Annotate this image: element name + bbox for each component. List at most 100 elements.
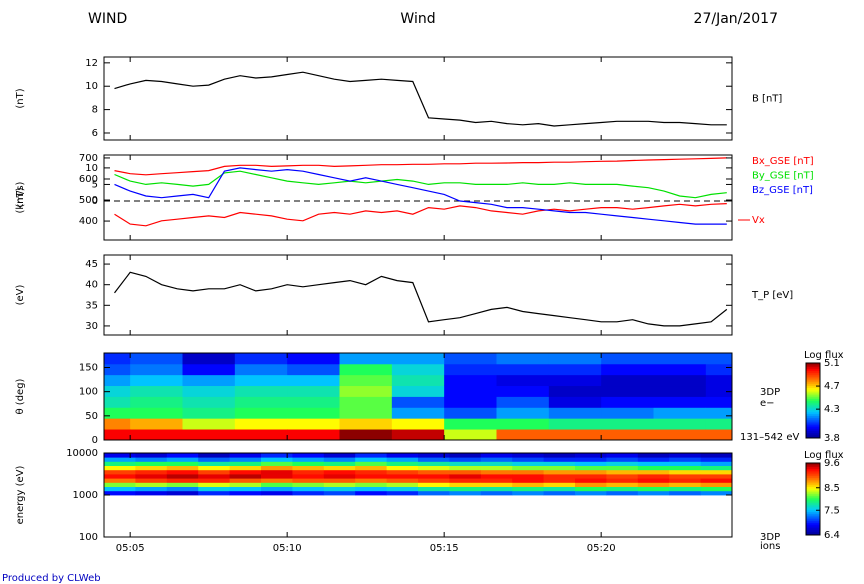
heatmap-cell xyxy=(480,490,513,496)
heatmap-cell xyxy=(575,486,607,492)
heatmap-cell xyxy=(543,457,576,462)
heatmap-cell xyxy=(130,396,183,408)
heatmap-cell xyxy=(700,482,733,487)
heatmap-cell xyxy=(339,353,393,365)
heatmap-cell xyxy=(700,478,733,483)
y-tick-label: 30 xyxy=(85,321,98,332)
panel-label: ions xyxy=(760,541,780,552)
heatmap-cell xyxy=(198,453,230,458)
heatmap-cell xyxy=(229,457,262,462)
heatmap-cell xyxy=(418,453,450,458)
heatmap-cell xyxy=(700,453,733,458)
heatmap-cell xyxy=(653,353,707,365)
y-tick-label: 6 xyxy=(92,128,98,139)
colorbar-tick-label: 4.3 xyxy=(824,404,840,415)
y-tick-label: 0 xyxy=(92,196,98,207)
heatmap-cell xyxy=(130,353,183,365)
header-right: 27/Jan/2017 xyxy=(694,11,778,27)
colorbar-band xyxy=(806,366,820,370)
heatmap-cell xyxy=(637,457,670,462)
heatmap-cell xyxy=(135,482,168,487)
heatmap-cell xyxy=(496,396,550,408)
series-line xyxy=(114,167,727,225)
series-line xyxy=(114,271,728,327)
heatmap-cell xyxy=(601,407,654,419)
heatmap-cell xyxy=(104,396,131,408)
heatmap-cell xyxy=(543,453,576,458)
heatmap-cell xyxy=(548,374,602,387)
colorbar-tick-label: 6.4 xyxy=(824,530,840,541)
heatmap-cell xyxy=(653,363,707,376)
heatmap-cell xyxy=(130,363,183,376)
heatmap-cell xyxy=(512,474,544,479)
colorbar-band xyxy=(806,497,820,500)
y-tick-label: 5 xyxy=(92,179,98,190)
colorbar-tick-label: 7.5 xyxy=(824,505,840,516)
series-line xyxy=(114,71,727,127)
heatmap-cell xyxy=(418,486,450,492)
colorbar-band xyxy=(806,486,820,489)
heatmap-cell xyxy=(653,418,707,430)
heatmap-cell xyxy=(261,465,293,471)
heatmap-cell xyxy=(606,453,639,458)
heatmap-cell xyxy=(480,474,513,479)
colorbar-band xyxy=(806,472,820,475)
heatmap-cell xyxy=(229,490,262,496)
heatmap-cell xyxy=(606,461,639,466)
heatmap-cell xyxy=(323,474,356,479)
heatmap-cell xyxy=(543,486,576,492)
colorbar-band xyxy=(806,370,820,373)
colorbar-band xyxy=(806,508,820,511)
heatmap-cell xyxy=(637,474,670,479)
y-axis-label: energy (eV) xyxy=(15,465,26,524)
heatmap-cell xyxy=(104,418,131,430)
heatmap-cell xyxy=(444,374,497,387)
heatmap-cell xyxy=(444,363,497,376)
heatmap-cell xyxy=(391,385,445,397)
heatmap-cell xyxy=(182,396,236,408)
heatmap-cell xyxy=(166,457,199,462)
heatmap-cell xyxy=(637,453,670,458)
colorbar-band xyxy=(806,413,820,416)
heatmap-cell xyxy=(512,453,544,458)
heatmap-cell xyxy=(449,461,482,466)
y-tick-label: 600 xyxy=(79,174,98,185)
heatmap-cell xyxy=(512,486,544,492)
y-tick-label: 500 xyxy=(79,195,98,206)
heatmap-cell xyxy=(104,374,131,387)
heatmap-cell xyxy=(653,374,707,387)
heatmap-cell xyxy=(606,478,639,483)
colorbar-title: Log flux xyxy=(804,350,844,361)
heatmap-cell xyxy=(261,478,293,483)
colorbar-band xyxy=(806,533,820,536)
heatmap-cell xyxy=(386,482,419,487)
y-tick-label: 1000 xyxy=(73,490,98,501)
heatmap-cell xyxy=(198,465,230,471)
heatmap-cell xyxy=(543,490,576,496)
heatmap-cell xyxy=(449,453,482,458)
colorbar-band xyxy=(806,527,820,531)
heatmap-cell xyxy=(261,486,293,492)
colorbar-tick-label: 9.6 xyxy=(824,458,840,469)
colorbar-band xyxy=(806,517,820,520)
colorbar-band xyxy=(806,468,820,471)
heatmap-cell xyxy=(323,482,356,487)
heatmap-cell xyxy=(135,461,168,466)
heatmap-cell xyxy=(653,429,707,441)
heatmap-cell xyxy=(705,418,733,430)
heatmap-cell xyxy=(700,461,733,466)
colorbar-band xyxy=(806,379,820,383)
heatmap-cell xyxy=(339,418,393,430)
heatmap-cell xyxy=(104,482,136,487)
colorbar-band xyxy=(806,432,820,435)
panel-frame xyxy=(103,56,733,141)
heatmap-cell xyxy=(287,396,340,408)
heatmap-cell xyxy=(182,407,236,419)
heatmap-cell xyxy=(104,407,131,419)
heatmap-cell xyxy=(496,363,550,376)
heatmap-cell xyxy=(575,453,607,458)
heatmap-cell xyxy=(705,407,733,419)
heatmap-cell xyxy=(130,407,183,419)
heatmap-cell xyxy=(669,474,701,479)
heatmap-cell xyxy=(391,353,445,365)
